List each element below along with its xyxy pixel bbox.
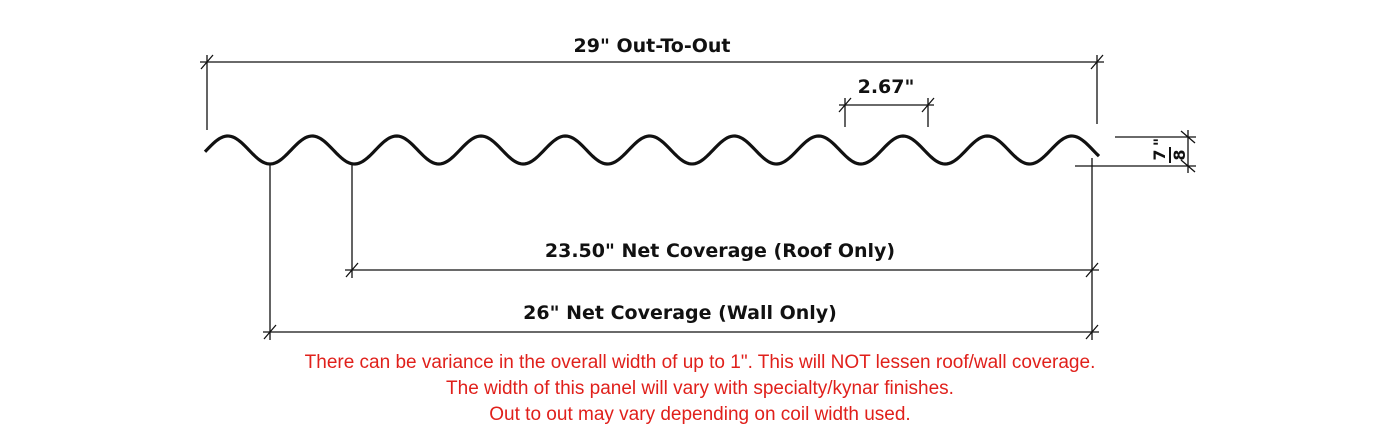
depth-label: 7 8 ": [1150, 138, 1189, 163]
note: There can be variance in the overall wid…: [305, 352, 1096, 373]
note: The width of this panel will vary with s…: [446, 378, 954, 399]
depth-numerator: 7: [1150, 149, 1169, 160]
out-to-out-label: 29" Out-To-Out: [574, 35, 731, 57]
roof-coverage-label: 23.50" Net Coverage (Roof Only): [545, 240, 895, 262]
dimension-lines: [200, 54, 1196, 340]
note: Out to out may vary depending on coil wi…: [489, 404, 910, 425]
depth-denominator: 8: [1170, 149, 1189, 160]
depth-unit: ": [1150, 138, 1169, 146]
panel-profile: [203, 134, 1101, 166]
wall-coverage-label: 26" Net Coverage (Wall Only): [523, 302, 837, 324]
pitch-label: 2.67": [858, 76, 915, 98]
